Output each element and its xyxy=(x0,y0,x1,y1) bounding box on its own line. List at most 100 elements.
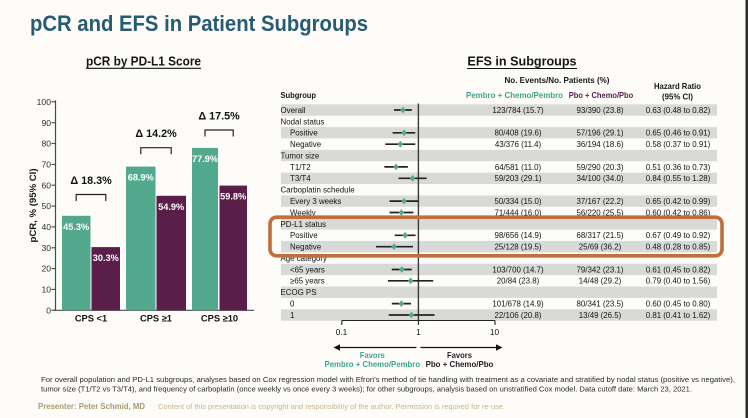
svg-text:No. Events/No. Patients (%): No. Events/No. Patients (%) xyxy=(505,76,610,85)
svg-text:<65 years: <65 years xyxy=(290,265,325,274)
svg-text:T1/T2: T1/T2 xyxy=(290,163,311,172)
svg-text:Subgroup: Subgroup xyxy=(281,90,317,100)
svg-text:68/317 (21.5): 68/317 (21.5) xyxy=(577,231,624,240)
svg-text:CPS ≥1: CPS ≥1 xyxy=(140,314,172,324)
svg-text:93/390 (23.8): 93/390 (23.8) xyxy=(577,106,624,115)
svg-text:0.61 (0.45 to 0.82): 0.61 (0.45 to 0.82) xyxy=(646,265,711,274)
svg-text:For overall population and PD-: For overall population and PD-L1 subgrou… xyxy=(41,375,735,384)
svg-text:0.51 (0.36 to 0.73): 0.51 (0.36 to 0.73) xyxy=(646,163,711,172)
svg-text:0: 0 xyxy=(290,300,295,309)
svg-text:70: 70 xyxy=(41,160,51,170)
svg-text:tumor size (T1/T2 vs T3/T4), a: tumor size (T1/T2 vs T3/T4), and frequen… xyxy=(41,385,692,394)
svg-text:Pembro + Chemo/Pembro: Pembro + Chemo/Pembro xyxy=(325,360,421,369)
svg-text:(95% CI): (95% CI) xyxy=(662,92,693,101)
svg-text:Weekly: Weekly xyxy=(290,208,316,217)
svg-text:≥65 years: ≥65 years xyxy=(290,277,325,286)
svg-text:Positive: Positive xyxy=(290,231,318,240)
svg-text:0.60 (0.45 to 0.80): 0.60 (0.45 to 0.80) xyxy=(646,300,711,309)
svg-text:0.48 (0.28 to 0.85): 0.48 (0.28 to 0.85) xyxy=(646,243,711,252)
svg-text:Nodal status: Nodal status xyxy=(281,117,325,126)
svg-text:ECOG PS: ECOG PS xyxy=(281,288,317,297)
svg-text:36/194 (18.6): 36/194 (18.6) xyxy=(577,140,624,149)
svg-text:54.9%: 54.9% xyxy=(158,202,184,212)
svg-text:Tumor size: Tumor size xyxy=(281,152,320,161)
svg-text:59.8%: 59.8% xyxy=(220,192,246,202)
svg-text:1: 1 xyxy=(416,327,421,337)
svg-text:pCR and EFS in Patient Subgrou: pCR and EFS in Patient Subgroups xyxy=(30,11,368,36)
svg-text:59/290 (20.3): 59/290 (20.3) xyxy=(577,163,624,172)
svg-text:T3/T4: T3/T4 xyxy=(290,174,311,183)
svg-text:CPS <1: CPS <1 xyxy=(75,314,107,324)
svg-text:Overall: Overall xyxy=(281,106,306,115)
svg-text:25/69 (36.2): 25/69 (36.2) xyxy=(579,243,622,252)
svg-text:71/444 (16.0): 71/444 (16.0) xyxy=(495,208,542,217)
svg-text:EFS in Subgroups: EFS in Subgroups xyxy=(467,55,576,69)
svg-text:Pbo + Chemo/Pbo: Pbo + Chemo/Pbo xyxy=(426,360,494,369)
svg-text:30: 30 xyxy=(41,243,51,253)
svg-text:30.3%: 30.3% xyxy=(93,253,119,263)
svg-text:Favors: Favors xyxy=(447,351,472,360)
svg-text:80/408 (19.6): 80/408 (19.6) xyxy=(495,129,542,138)
svg-text:Pbo + Chemo/Pbo: Pbo + Chemo/Pbo xyxy=(569,91,634,100)
svg-text:Favors: Favors xyxy=(360,351,385,360)
svg-text:25/128 (19.5): 25/128 (19.5) xyxy=(495,243,542,252)
svg-text:37/167 (22.2): 37/167 (22.2) xyxy=(577,197,624,206)
svg-text:0.67 (0.49 to 0.92): 0.67 (0.49 to 0.92) xyxy=(646,231,711,240)
svg-text:10: 10 xyxy=(41,285,51,295)
svg-text:43/376 (11.4): 43/376 (11.4) xyxy=(495,140,542,149)
svg-text:Negative: Negative xyxy=(290,140,322,149)
svg-text:101/678 (14.9): 101/678 (14.9) xyxy=(492,300,544,309)
svg-text:0.81 (0.41 to 1.62): 0.81 (0.41 to 1.62) xyxy=(646,311,711,320)
svg-text:Δ 14.2%: Δ 14.2% xyxy=(135,128,177,140)
svg-text:98/656 (14.9): 98/656 (14.9) xyxy=(495,231,542,240)
svg-text:Positive: Positive xyxy=(290,129,318,138)
svg-text:40: 40 xyxy=(41,222,51,232)
svg-text:0.79 (0.40 to 1.56): 0.79 (0.40 to 1.56) xyxy=(646,277,711,286)
svg-text:10: 10 xyxy=(490,327,500,337)
svg-text:Every 3 weeks: Every 3 weeks xyxy=(290,197,341,206)
svg-text:0.84 (0.55 to 1.28): 0.84 (0.55 to 1.28) xyxy=(646,174,711,183)
svg-text:100: 100 xyxy=(37,97,52,107)
svg-text:Hazard Ratio: Hazard Ratio xyxy=(654,82,701,91)
svg-text:22/106 (20.8): 22/106 (20.8) xyxy=(495,311,542,320)
svg-text:13/49 (26.5): 13/49 (26.5) xyxy=(579,311,622,320)
svg-text:PD-L1 status: PD-L1 status xyxy=(281,220,327,229)
svg-text:0.60 (0.42 to 0.86): 0.60 (0.42 to 0.86) xyxy=(646,208,711,217)
svg-text:45.3%: 45.3% xyxy=(63,222,89,232)
svg-text:Age category: Age category xyxy=(281,254,328,263)
svg-text:pCR by PD-L1 Score: pCR by PD-L1 Score xyxy=(86,55,201,69)
svg-text:Δ 18.3%: Δ 18.3% xyxy=(70,175,112,187)
svg-text:0: 0 xyxy=(46,305,51,315)
svg-text:pCR, % (95% CI): pCR, % (95% CI) xyxy=(28,168,39,242)
svg-text:64/581 (11.0): 64/581 (11.0) xyxy=(495,163,542,172)
svg-text:60: 60 xyxy=(41,180,51,190)
svg-text:Content of this presentation i: Content of this presentation is copyrigh… xyxy=(158,402,505,411)
svg-text:0.65 (0.42 to 0.99): 0.65 (0.42 to 0.99) xyxy=(646,197,711,206)
svg-text:Negative: Negative xyxy=(290,243,322,252)
svg-text:123/784 (15.7): 123/784 (15.7) xyxy=(492,106,544,115)
svg-text:80: 80 xyxy=(41,139,51,149)
svg-text:90: 90 xyxy=(41,118,51,128)
svg-text:20: 20 xyxy=(41,264,51,274)
svg-text:Carboplatin schedule: Carboplatin schedule xyxy=(281,186,356,195)
svg-text:0.58 (0.37 to 0.91): 0.58 (0.37 to 0.91) xyxy=(646,140,711,149)
svg-text:80/341 (23.5): 80/341 (23.5) xyxy=(577,300,624,309)
svg-text:56/220 (25.5): 56/220 (25.5) xyxy=(577,208,624,217)
svg-text:68.9%: 68.9% xyxy=(128,173,154,183)
svg-text:Δ 17.5%: Δ 17.5% xyxy=(198,111,240,123)
svg-text:59/203 (29.1): 59/203 (29.1) xyxy=(495,174,542,183)
svg-text:57/196 (29.1): 57/196 (29.1) xyxy=(577,129,624,138)
svg-text:79/342 (23.1): 79/342 (23.1) xyxy=(577,265,624,274)
svg-text:Pembro + Chemo/Pembro: Pembro + Chemo/Pembro xyxy=(466,91,563,100)
svg-text:20/84 (23.8): 20/84 (23.8) xyxy=(497,277,540,286)
svg-text:0.65 (0.46 to 0.91): 0.65 (0.46 to 0.91) xyxy=(646,129,711,138)
svg-text:34/100 (34.0): 34/100 (34.0) xyxy=(577,174,624,183)
svg-text:50/334 (15.0): 50/334 (15.0) xyxy=(495,197,542,206)
svg-text:Presenter: Peter Schmid, MD: Presenter: Peter Schmid, MD xyxy=(38,402,145,411)
svg-text:1: 1 xyxy=(290,311,294,320)
svg-text:14/48 (29.2): 14/48 (29.2) xyxy=(579,277,622,286)
svg-text:77.9%: 77.9% xyxy=(192,154,218,164)
svg-text:103/700 (14.7): 103/700 (14.7) xyxy=(492,265,544,274)
svg-text:50: 50 xyxy=(41,201,51,211)
svg-text:CPS ≥10: CPS ≥10 xyxy=(201,314,238,324)
